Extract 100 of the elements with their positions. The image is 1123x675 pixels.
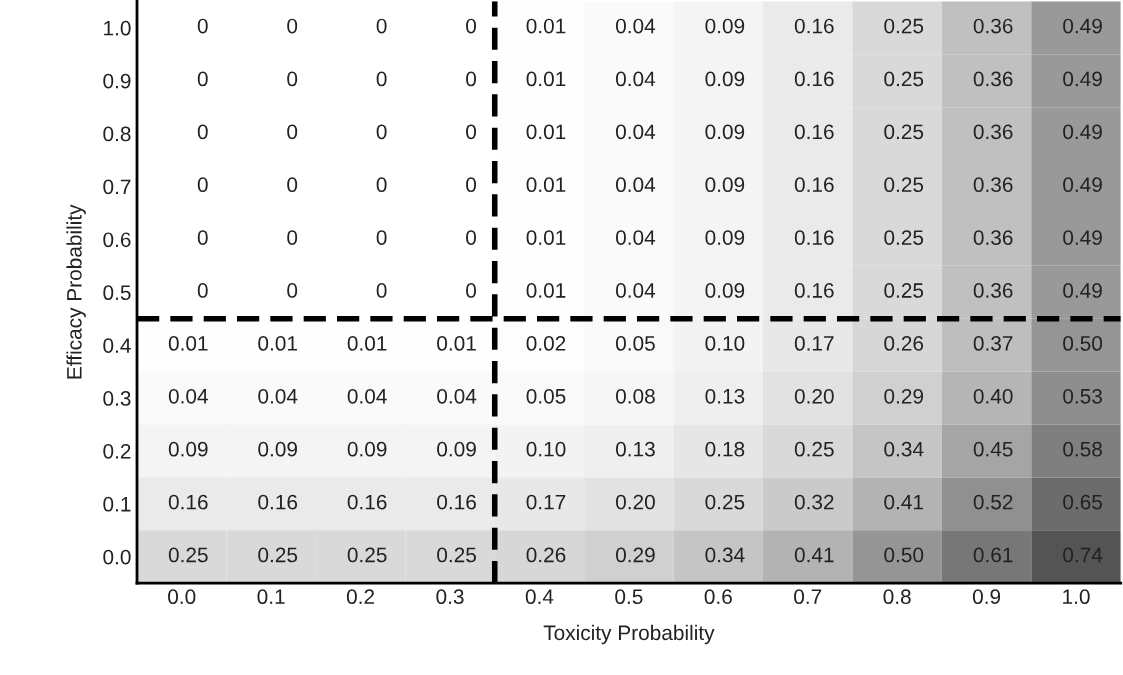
data-label: 0.01 bbox=[437, 336, 476, 351]
data-label: 0.34 bbox=[884, 441, 924, 457]
data-label: 0 bbox=[287, 71, 298, 87]
data-label: 0.37 bbox=[973, 336, 1013, 351]
x-tick-label: 0.6 bbox=[704, 589, 732, 605]
data-label: 0.01 bbox=[526, 124, 566, 140]
data-label: 0.10 bbox=[705, 336, 745, 351]
data-label: 0.18 bbox=[705, 441, 745, 457]
data-label: 0.13 bbox=[615, 441, 655, 457]
data-label: 0 bbox=[376, 18, 387, 34]
data-label: 0.01 bbox=[526, 230, 566, 245]
data-label: 0.25 bbox=[437, 547, 476, 563]
data-label: 0.29 bbox=[615, 547, 655, 563]
data-label: 0 bbox=[287, 124, 298, 140]
data-label: 0.36 bbox=[973, 283, 1013, 298]
data-label: 0.16 bbox=[794, 124, 834, 140]
data-label: 0.32 bbox=[794, 494, 834, 510]
data-label: 0.01 bbox=[526, 71, 566, 87]
data-label: 0.04 bbox=[615, 177, 656, 193]
data-label: 0 bbox=[376, 124, 387, 140]
data-label: 0.01 bbox=[526, 18, 566, 34]
data-label: 0.20 bbox=[794, 388, 834, 404]
data-label: 0.36 bbox=[973, 230, 1013, 245]
y-tick-label: 0.4 bbox=[103, 338, 131, 353]
data-label: 0.41 bbox=[884, 494, 923, 510]
data-label: 0.25 bbox=[794, 441, 834, 457]
data-label: 0.36 bbox=[973, 71, 1013, 87]
y-tick-label: 0.7 bbox=[103, 179, 131, 195]
data-label: 0.25 bbox=[884, 283, 924, 298]
data-label: 0.20 bbox=[615, 494, 655, 510]
data-label: 0 bbox=[466, 71, 477, 87]
data-label: 0.16 bbox=[794, 71, 834, 87]
data-label: 0.09 bbox=[705, 18, 745, 34]
data-label: 0 bbox=[197, 71, 208, 87]
data-label: 0.25 bbox=[884, 18, 924, 34]
data-label: 0.09 bbox=[437, 441, 476, 457]
data-label: 0 bbox=[466, 177, 477, 193]
data-label: 0.04 bbox=[615, 230, 656, 245]
data-label: 0.04 bbox=[615, 124, 656, 140]
data-label: 0.45 bbox=[973, 441, 1013, 457]
data-label: 0.36 bbox=[973, 124, 1013, 140]
data-label: 0.40 bbox=[973, 388, 1013, 404]
data-label: 0.49 bbox=[1063, 18, 1102, 34]
y-tick-label: 0.2 bbox=[103, 443, 131, 459]
x-axis-title: Toxicity Probability bbox=[543, 624, 715, 645]
data-label: 0.58 bbox=[1063, 441, 1102, 457]
data-label: 0 bbox=[287, 177, 298, 193]
data-label: 0.25 bbox=[884, 124, 924, 140]
data-label: 0.25 bbox=[258, 547, 298, 563]
data-label: 0.09 bbox=[705, 230, 745, 245]
x-tick-label: 0.7 bbox=[794, 589, 822, 605]
x-tick-label: 0.1 bbox=[257, 589, 285, 605]
data-label: 0.41 bbox=[794, 547, 834, 563]
data-label: 0.16 bbox=[437, 494, 476, 510]
data-label: 0.04 bbox=[347, 388, 387, 404]
data-label: 0.26 bbox=[884, 336, 924, 351]
data-label: 0.36 bbox=[973, 18, 1013, 34]
data-label: 0.01 bbox=[347, 336, 387, 351]
y-tick-label: 0.5 bbox=[103, 285, 131, 301]
data-label: 0.25 bbox=[884, 71, 924, 87]
data-label: 0.09 bbox=[168, 441, 208, 457]
data-label: 0.01 bbox=[526, 177, 566, 193]
data-label: 0.34 bbox=[705, 547, 745, 563]
data-label: 0.16 bbox=[347, 494, 387, 510]
data-label: 0.01 bbox=[526, 283, 566, 298]
data-label: 0.53 bbox=[1063, 388, 1102, 404]
data-label: 0.17 bbox=[794, 336, 834, 351]
data-label: 0 bbox=[197, 283, 208, 298]
data-label: 0.25 bbox=[884, 230, 924, 245]
data-label: 0.49 bbox=[1063, 283, 1102, 298]
data-label: 0.09 bbox=[705, 177, 745, 193]
data-label: 0.26 bbox=[526, 547, 566, 563]
data-label: 0 bbox=[376, 283, 387, 298]
data-label: 0 bbox=[197, 177, 208, 193]
data-label: 0.49 bbox=[1063, 177, 1102, 193]
data-label: 0.25 bbox=[884, 177, 924, 193]
data-label: 0 bbox=[376, 71, 387, 87]
x-tick-label: 0.5 bbox=[615, 589, 643, 605]
y-tick-label: 0.0 bbox=[103, 549, 131, 565]
data-label: 0.25 bbox=[705, 494, 745, 510]
data-label: 0 bbox=[466, 283, 477, 298]
data-label: 0.65 bbox=[1063, 494, 1102, 510]
data-label: 0.04 bbox=[615, 283, 656, 298]
data-label: 0.49 bbox=[1063, 230, 1102, 245]
data-label: 0.25 bbox=[347, 547, 387, 563]
data-label: 0.50 bbox=[1063, 336, 1103, 351]
data-label: 0.13 bbox=[705, 388, 745, 404]
data-label: 0.16 bbox=[258, 494, 298, 510]
x-tick-label: 0.4 bbox=[525, 589, 554, 605]
data-label: 0.50 bbox=[884, 547, 924, 563]
data-label: 0 bbox=[376, 177, 387, 193]
data-label: 0.09 bbox=[258, 441, 297, 457]
data-label: 0.16 bbox=[794, 230, 834, 245]
data-label: 0 bbox=[287, 230, 298, 245]
data-label: 0.01 bbox=[258, 336, 297, 351]
data-label: 0.08 bbox=[615, 388, 655, 404]
data-label: 0.09 bbox=[347, 441, 387, 457]
data-label: 0.49 bbox=[1063, 71, 1102, 87]
data-label: 0.04 bbox=[437, 388, 477, 404]
data-label: 0.52 bbox=[973, 494, 1013, 510]
